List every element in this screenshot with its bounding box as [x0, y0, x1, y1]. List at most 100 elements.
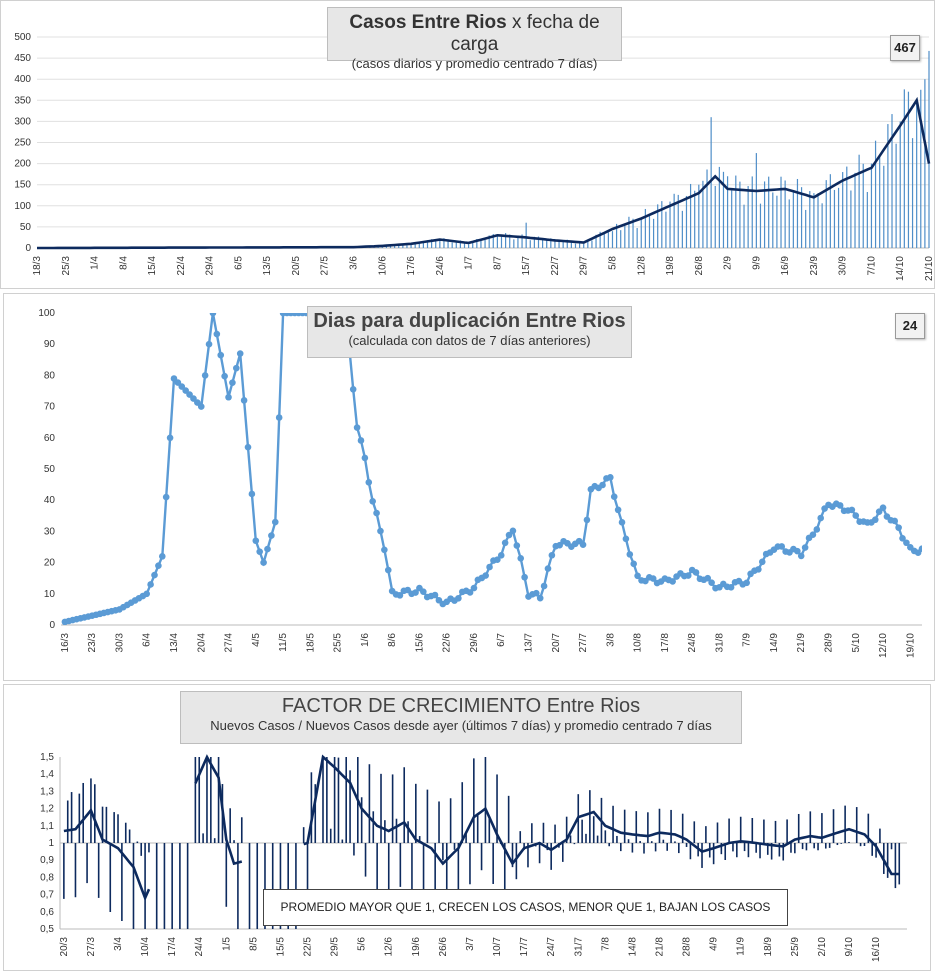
duplicacion-point [369, 497, 376, 505]
casos-daily-bar [422, 242, 424, 248]
casos-daily-bar [455, 241, 457, 248]
duplicacion-x-tick: 4/5 [251, 633, 262, 647]
factor-x-tick: 5/6 [357, 937, 368, 951]
casos-x-tick: 19/8 [665, 256, 676, 276]
casos-daily-bar [673, 193, 675, 248]
casos-daily-bar [916, 100, 918, 248]
casos-daily-bar [562, 240, 564, 248]
duplicacion-point [396, 592, 404, 599]
casos-daily-bar [895, 143, 897, 248]
casos-daily-bar [418, 242, 420, 248]
factor-y-tick: 1,3 [40, 786, 54, 797]
casos-daily-bar [665, 211, 667, 248]
duplicacion-point [494, 556, 501, 564]
casos-daily-bar [694, 190, 696, 248]
casos-daily-bar [669, 201, 671, 248]
casos-x-tick: 8/4 [118, 256, 129, 270]
casos-daily-bar [607, 232, 609, 248]
duplicacion-point [162, 493, 170, 501]
duplicacion-point [217, 351, 225, 359]
duplicacion-point [622, 535, 630, 543]
duplicacion-point [614, 506, 622, 514]
casos-x-tick: 16/9 [780, 256, 791, 276]
factor-x-tick: 11/9 [736, 937, 747, 956]
casos-daily-bar [846, 166, 848, 248]
casos-daily-bar [874, 140, 877, 248]
duplicacion-point [470, 584, 478, 592]
casos-daily-bar [681, 210, 683, 248]
casos-daily-bar [652, 218, 655, 248]
duplicacion-point [264, 545, 271, 553]
duplicacion-point [692, 569, 700, 576]
factor-x-tick: 25/9 [790, 937, 801, 957]
casos-daily-bar [722, 171, 725, 248]
duplicacion-point [903, 539, 910, 547]
duplicacion-x-tick: 20/4 [196, 633, 207, 653]
duplicacion-point [548, 551, 556, 559]
casos-daily-bar [570, 240, 572, 248]
casos-x-tick: 23/9 [809, 256, 820, 276]
duplicacion-point [240, 397, 248, 404]
duplicacion-point [384, 566, 392, 574]
casos-daily-bar [685, 195, 688, 248]
duplicacion-point [899, 535, 906, 542]
casos-daily-bar [747, 186, 749, 248]
duplicacion-x-tick: 24/8 [687, 633, 698, 653]
casos-daily-bar [837, 187, 840, 248]
duplicacion-point [684, 572, 692, 579]
factor-x-tick: 3/7 [465, 937, 476, 951]
factor-x-tick: 17/4 [167, 937, 178, 957]
casos-daily-bar [883, 165, 885, 248]
casos-daily-bar [829, 174, 831, 248]
casos-y-tick: 50 [20, 222, 32, 233]
casos-daily-bar [389, 245, 392, 248]
duplicacion-point [221, 372, 228, 380]
casos-daily-bar [792, 191, 794, 248]
duplicacion-x-tick: 8/6 [387, 633, 398, 647]
duplicacion-point [758, 558, 766, 566]
duplicacion-point [533, 589, 540, 597]
duplicacion-x-tick: 21/9 [796, 633, 807, 653]
duplicacion-y-tick: 70 [44, 402, 56, 413]
factor-x-tick: 27/3 [86, 937, 97, 957]
factor-x-tick: 10/4 [140, 937, 151, 957]
casos-daily-bar [468, 244, 470, 248]
casos-x-tick: 17/6 [406, 256, 417, 276]
duplicacion-point [229, 379, 236, 386]
casos-x-tick: 2/9 [723, 256, 734, 270]
duplicacion-x-tick: 14/9 [769, 633, 780, 653]
duplicacion-point [517, 554, 525, 562]
casos-daily-bar [459, 240, 461, 248]
casos-daily-bar [759, 203, 762, 248]
duplicacion-point [801, 544, 809, 551]
factor-y-tick: 1,4 [40, 769, 54, 780]
duplicacion-y-tick: 100 [38, 308, 55, 319]
duplicacion-x-tick: 30/3 [114, 633, 125, 653]
factor-chart-panel: 0,5 0,6 0,7 0,8 0,9 1 1,1 1,2 1,3 1,4 1,5 20/3 27/3 3… [3, 684, 931, 971]
casos-daily-bar [710, 117, 712, 249]
casos-daily-bar [574, 243, 577, 248]
factor-chart-title-rest: Entre Rios [541, 695, 641, 717]
casos-x-tick: 22/7 [550, 256, 561, 276]
factor-x-tick: 9/10 [844, 937, 855, 957]
factor-average-line [63, 807, 151, 902]
duplicacion-point [599, 481, 606, 489]
casos-daily-bar [628, 216, 630, 248]
duplicacion-x-tick: 31/8 [714, 633, 725, 653]
casos-x-tick: 29/4 [205, 256, 216, 276]
casos-daily-bar [431, 239, 433, 248]
duplicacion-point [513, 542, 521, 549]
factor-x-tick: 4/9 [709, 937, 720, 951]
duplicacion-point [256, 548, 263, 555]
duplicacion-point [509, 527, 517, 535]
duplicacion-point [848, 506, 856, 514]
duplicacion-point [252, 537, 260, 545]
casos-daily-bar [813, 193, 815, 248]
casos-x-tick: 21/10 [924, 256, 934, 281]
duplicacion-point [377, 527, 384, 535]
casos-daily-bar [805, 209, 807, 248]
duplicacion-x-tick: 17/8 [660, 633, 671, 653]
duplicacion-chart-subtitle: (calculada con datos de 7 días anteriore… [348, 333, 591, 348]
duplicacion-x-tick: 27/7 [578, 633, 589, 653]
casos-x-tick: 25/3 [61, 256, 72, 276]
